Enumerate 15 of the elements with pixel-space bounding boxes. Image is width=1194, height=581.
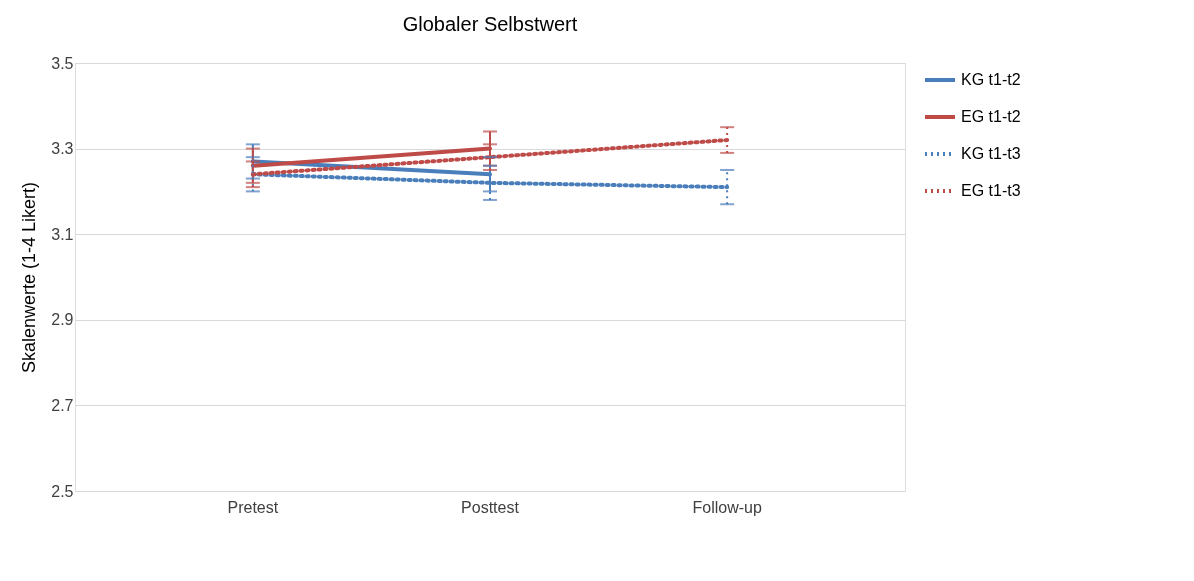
y-tick-label: 2.9 bbox=[51, 311, 74, 329]
y-tick-label: 3.5 bbox=[51, 54, 74, 72]
y-tick-label: 2.5 bbox=[51, 482, 74, 500]
x-tick-label: Pretest bbox=[227, 498, 279, 516]
y-tick-label: 3.3 bbox=[51, 140, 74, 158]
legend-label: KG t1-t2 bbox=[961, 71, 1021, 88]
y-tick-label: 2.7 bbox=[51, 396, 74, 414]
legend-label: EG t1-t3 bbox=[961, 182, 1021, 199]
y-tick-label: 3.1 bbox=[51, 225, 74, 243]
x-tick-label: Follow-up bbox=[692, 498, 762, 516]
x-tick-label: Posttest bbox=[461, 498, 520, 516]
legend-label: KG t1-t3 bbox=[961, 145, 1021, 162]
legend-label: EG t1-t2 bbox=[961, 108, 1021, 125]
y-axis-title: Skalenwerte (1-4 Likert) bbox=[19, 181, 40, 374]
chart-title: Globaler Selbstwert bbox=[402, 13, 578, 35]
